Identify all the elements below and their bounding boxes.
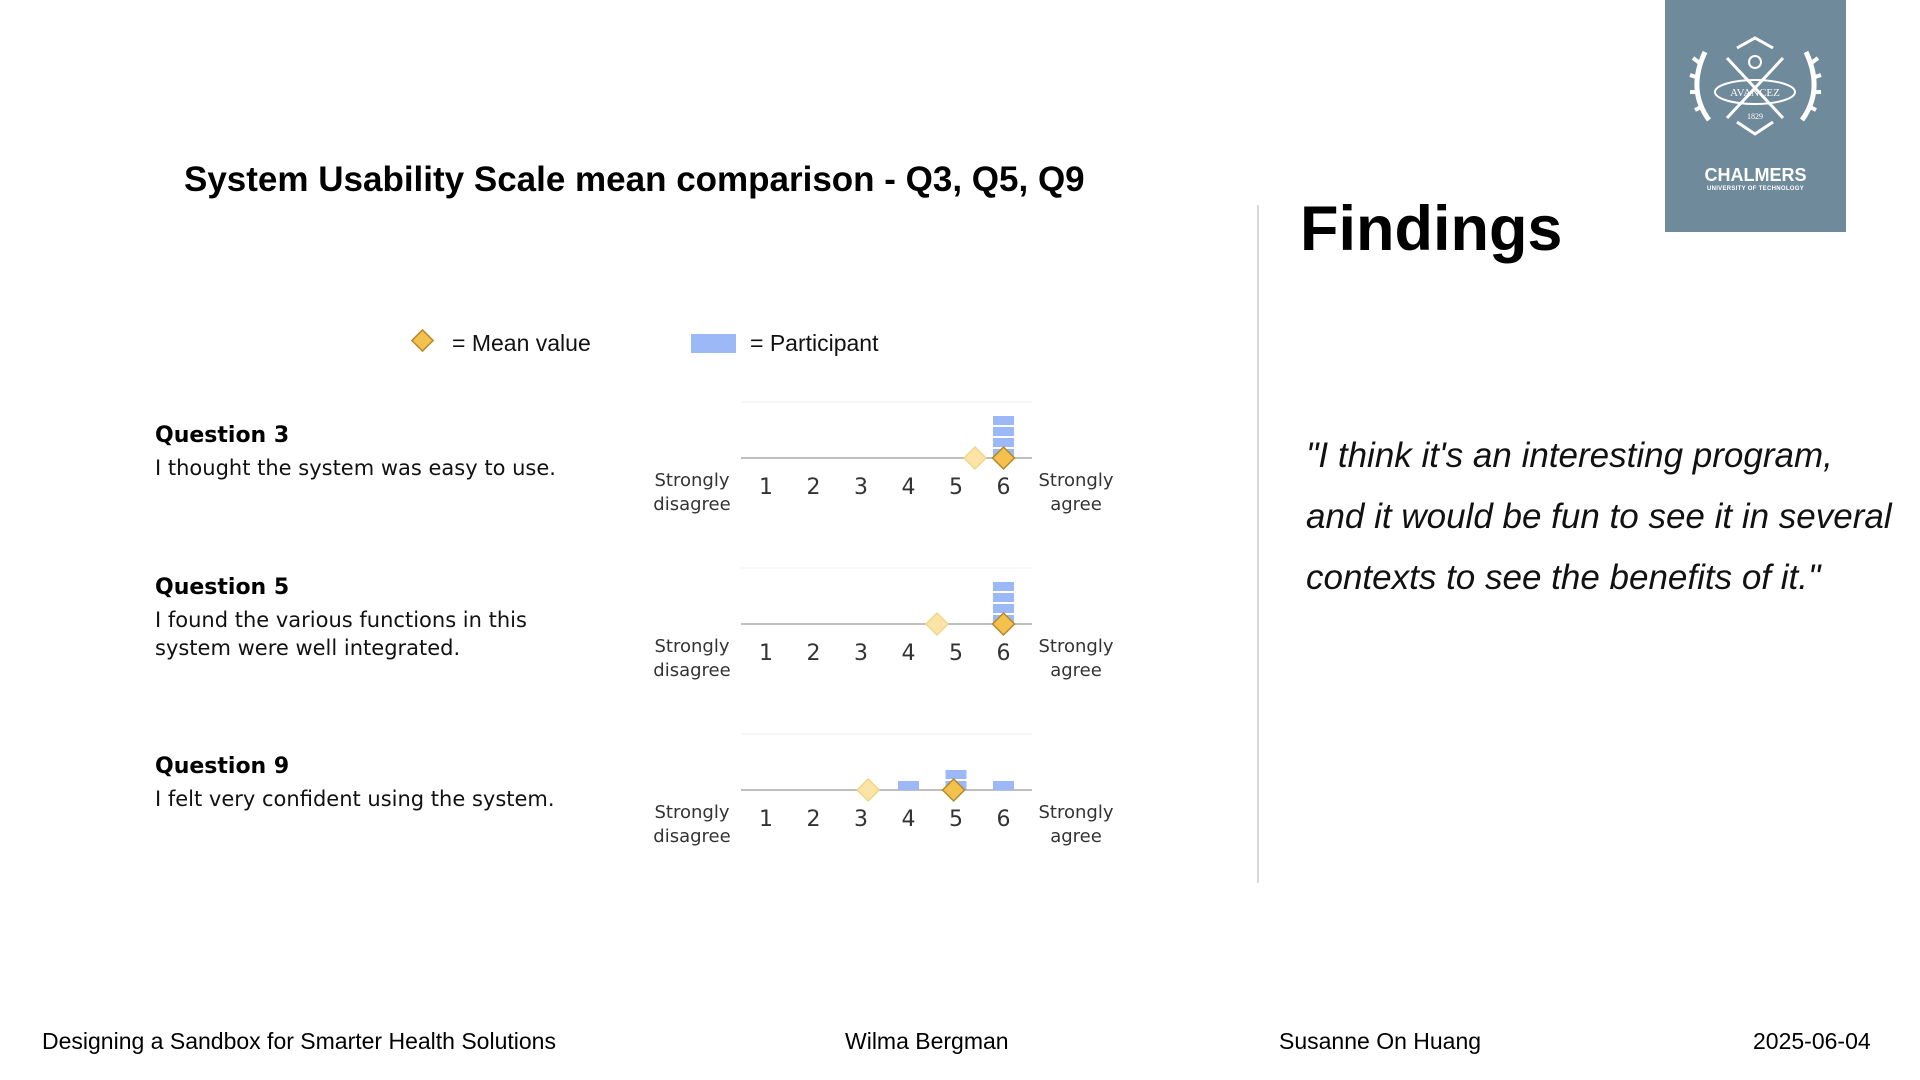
question-3-scale: 1 2 3 4 5 6 Strongly disagree Strongly agree <box>653 401 1114 515</box>
findings-title: Findings <box>1300 194 1563 264</box>
strongly-disagree-label: disagree <box>653 494 730 515</box>
legend-participant-swatch <box>691 334 736 353</box>
tick-label-1: 1 <box>759 475 773 500</box>
participant-bar-q0-0-2 <box>993 427 1014 436</box>
participant-bar-q2-2-0 <box>993 781 1014 790</box>
strongly-disagree-label: Strongly <box>655 802 730 823</box>
chalmers-logo: AVANCEZ 1829 CHALMERS UNIVERSITY OF TECH… <box>1665 0 1846 232</box>
footer-author-1: Wilma Bergman <box>845 1028 1009 1054</box>
participant-bar-q0-0-3 <box>993 416 1014 425</box>
strongly-agree-label: Strongly <box>1039 802 1114 823</box>
chart-legend: = Mean value = Participant <box>410 326 930 362</box>
participant-bar-q0-0-1 <box>993 438 1014 447</box>
strongly-agree-label: agree <box>1050 826 1102 847</box>
tick-label-5: 5 <box>949 641 963 666</box>
strongly-disagree-label: Strongly <box>655 470 730 491</box>
question-5-block: Question 5 I found the various functions… <box>155 575 595 662</box>
tick-label-3: 3 <box>854 807 868 832</box>
question-9-text: I felt very confident using the system. <box>155 787 555 811</box>
tick-label-4: 4 <box>902 807 916 832</box>
tick-label-6: 6 <box>997 807 1011 832</box>
logo-name: CHALMERS <box>1704 165 1807 185</box>
question-9-heading: Question 9 <box>155 754 290 779</box>
participant-bar-q1-0-2 <box>993 593 1014 602</box>
tick-label-1: 1 <box>759 641 773 666</box>
findings-quote: "I think it's an interesting program, an… <box>1306 436 1892 597</box>
tick-label-6: 6 <box>997 641 1011 666</box>
footer-date: 2025-06-04 <box>1753 1028 1871 1054</box>
chalmers-crest-icon: AVANCEZ 1829 <box>1689 36 1822 136</box>
question-3-block: Question 3 I thought the system was easy… <box>155 423 595 482</box>
tick-label-6: 6 <box>997 475 1011 500</box>
strongly-disagree-label: disagree <box>653 826 730 847</box>
mean-marker <box>991 611 1016 637</box>
tick-label-5: 5 <box>949 807 963 832</box>
reference-mean-marker <box>856 777 881 803</box>
question-9-scale: 1 2 3 4 5 6 Strongly disagree Strongly agree <box>653 733 1114 847</box>
legend-swatches <box>410 328 736 353</box>
chart-title: System Usability Scale mean comparison -… <box>184 160 1085 199</box>
tick-label-2: 2 <box>807 807 821 832</box>
vertical-divider <box>1257 205 1259 883</box>
participant-bar-q2-1-1 <box>945 770 967 779</box>
strongly-disagree-label: Strongly <box>655 636 730 657</box>
tick-label-1: 1 <box>759 807 773 832</box>
strongly-agree-label: Strongly <box>1039 636 1114 657</box>
footer-author-2: Susanne On Huang <box>1279 1028 1482 1054</box>
question-5-text: I found the various functions in this sy… <box>155 608 527 660</box>
question-3-heading: Question 3 <box>155 423 290 448</box>
tick-label-5: 5 <box>949 475 963 500</box>
tick-label-2: 2 <box>807 475 821 500</box>
legend-mean-swatch <box>410 328 435 353</box>
strongly-agree-label: Strongly <box>1039 470 1114 491</box>
tick-label-4: 4 <box>902 475 916 500</box>
reference-mean-marker <box>924 611 950 637</box>
tick-label-3: 3 <box>854 641 868 666</box>
strongly-disagree-label: disagree <box>653 660 730 681</box>
participant-bar-q2-0-0 <box>898 781 919 790</box>
tick-label-2: 2 <box>807 641 821 666</box>
footer-project: Designing a Sandbox for Smarter Health S… <box>42 1028 556 1054</box>
logo-year: 1829 <box>1747 112 1763 121</box>
mean-marker <box>991 445 1016 471</box>
legend-participant-label: = Participant <box>750 330 879 356</box>
tick-label-3: 3 <box>854 475 868 500</box>
mean-marker <box>941 777 966 803</box>
question-3-text: I thought the system was easy to use. <box>155 456 556 480</box>
question-5-scale: 1 2 3 4 5 6 Strongly disagree Strongly agree <box>653 567 1114 681</box>
strongly-agree-label: agree <box>1050 494 1102 515</box>
participant-bar-q1-0-3 <box>993 582 1014 591</box>
logo-motto: AVANCEZ <box>1730 87 1780 99</box>
tick-label-4: 4 <box>902 641 916 666</box>
question-9-block: Question 9 I felt very confident using t… <box>155 754 595 813</box>
strongly-agree-label: agree <box>1050 660 1102 681</box>
participant-bar-q1-0-1 <box>993 604 1014 613</box>
legend-mean-label: = Mean value <box>452 330 591 356</box>
reference-mean-marker <box>962 445 988 471</box>
question-5-heading: Question 5 <box>155 575 290 600</box>
logo-subtitle: UNIVERSITY OF TECHNOLOGY <box>1706 186 1805 192</box>
